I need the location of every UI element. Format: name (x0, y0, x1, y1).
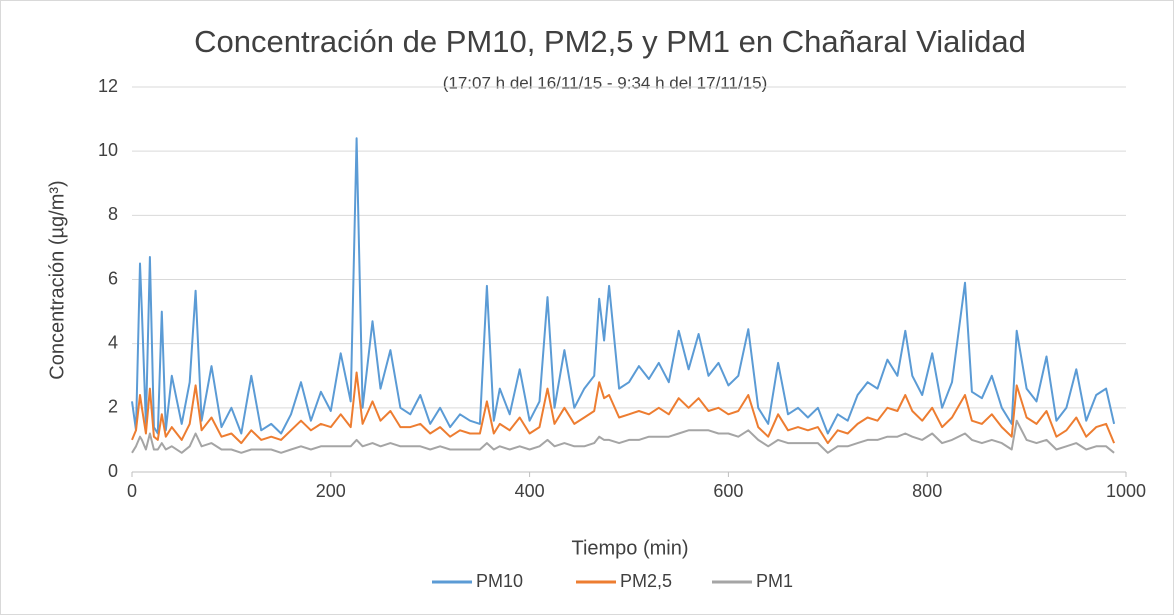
y-tick-label: 0 (108, 461, 118, 481)
data-line (131, 419, 1115, 454)
y-axis-label: Concentración (µg/m³) (46, 180, 68, 379)
x-tick-label: 1000 (1106, 481, 1146, 501)
legend-label: PM10 (476, 571, 523, 591)
y-tick-label: 6 (108, 268, 118, 288)
x-tick-label: 200 (316, 481, 346, 501)
y-tick-label: 12 (98, 76, 118, 96)
x-tick-label: 400 (515, 481, 545, 501)
x-axis-label: Tiempo (min) (571, 537, 688, 559)
x-tick-label: 600 (713, 481, 743, 501)
y-tick-label: 2 (108, 397, 118, 417)
chart-subtitle: (17:07 h del 16/11/15 - 9:34 h del 17/11… (443, 73, 768, 92)
x-tick-label: 800 (912, 481, 942, 501)
chart-title: Concentración de PM10, PM2,5 y PM1 en Ch… (194, 24, 1026, 59)
y-tick-label: 10 (98, 140, 118, 160)
data-line (131, 137, 1116, 435)
legend-label: PM2,5 (620, 571, 672, 591)
x-tick-label: 0 (127, 481, 137, 501)
data-line (131, 371, 1116, 445)
y-tick-label: 4 (108, 332, 118, 352)
y-tick-label: 8 (108, 204, 118, 224)
legend-label: PM1 (756, 571, 793, 591)
